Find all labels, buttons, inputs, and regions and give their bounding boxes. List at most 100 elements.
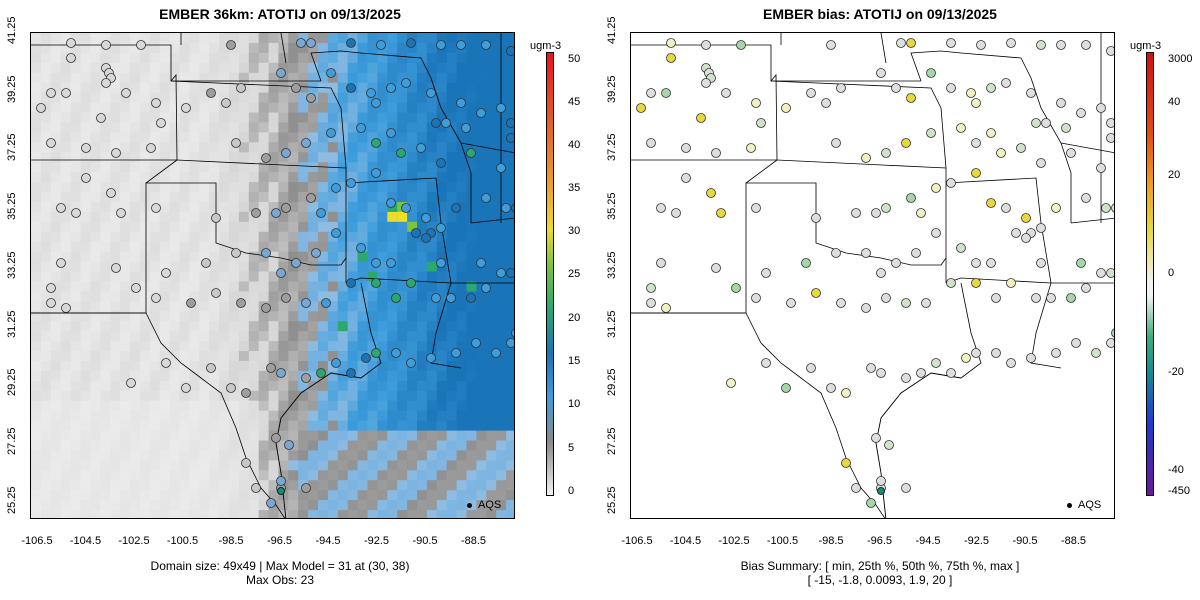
heatmap-cell bbox=[357, 82, 368, 94]
heatmap-cell bbox=[486, 370, 497, 382]
heatmap-cell bbox=[199, 291, 210, 302]
monitor-site bbox=[331, 183, 341, 193]
heatmap-cell bbox=[258, 241, 270, 253]
heatmap-cell bbox=[50, 112, 62, 123]
heatmap-cell bbox=[219, 33, 230, 44]
heatmap-cell bbox=[90, 351, 101, 362]
heatmap-cell bbox=[486, 192, 497, 203]
heatmap-cell bbox=[367, 380, 378, 392]
heatmap-cell bbox=[199, 510, 210, 518]
heatmap-cell bbox=[80, 42, 91, 54]
heatmap-cell bbox=[278, 331, 289, 342]
heatmap-cell bbox=[486, 261, 497, 272]
heatmap-cell bbox=[209, 152, 220, 163]
heatmap-cell bbox=[31, 480, 42, 491]
heatmap-cell bbox=[120, 102, 131, 113]
heatmap-cell bbox=[219, 370, 230, 382]
monitor-site bbox=[656, 258, 666, 268]
heatmap-cell bbox=[417, 351, 428, 362]
heatmap-cell bbox=[80, 202, 91, 213]
heatmap-cell bbox=[40, 281, 52, 292]
heatmap-cell bbox=[268, 390, 279, 402]
heatmap-cell bbox=[308, 361, 319, 372]
heatmap-cell bbox=[149, 500, 161, 511]
heatmap-cell bbox=[337, 142, 349, 153]
heatmap-cell bbox=[456, 420, 467, 431]
heatmap-cell bbox=[417, 221, 428, 233]
heatmap-cell bbox=[357, 480, 368, 491]
heatmap-cell bbox=[436, 341, 448, 352]
heatmap-cell bbox=[298, 192, 309, 203]
heatmap-cell bbox=[397, 182, 408, 193]
heatmap-cell bbox=[417, 311, 428, 322]
heatmap-cell bbox=[407, 500, 418, 511]
heatmap-cell bbox=[377, 72, 388, 84]
heatmap-cell bbox=[357, 72, 368, 84]
heatmap-cell bbox=[357, 132, 368, 143]
monitor-site bbox=[1006, 358, 1016, 368]
heatmap-cell bbox=[199, 380, 210, 392]
monitor-site bbox=[81, 173, 91, 183]
heatmap-cell bbox=[179, 450, 190, 461]
heatmap-cell bbox=[199, 351, 210, 362]
heatmap-cell bbox=[219, 410, 230, 422]
heatmap-cell bbox=[337, 62, 349, 74]
heatmap-cell bbox=[357, 370, 368, 382]
heatmap-cell bbox=[139, 480, 151, 491]
monitor-site bbox=[956, 243, 966, 253]
heatmap-cell bbox=[486, 351, 497, 362]
monitor-site bbox=[751, 293, 761, 303]
heatmap-cell bbox=[387, 182, 398, 193]
heatmap-cell bbox=[426, 400, 438, 412]
heatmap-cell bbox=[456, 430, 467, 441]
heatmap-cell bbox=[80, 380, 91, 392]
monitor-site bbox=[226, 40, 236, 50]
heatmap-cell bbox=[456, 221, 467, 233]
heatmap-cell bbox=[60, 142, 72, 153]
monitor-site bbox=[1066, 148, 1076, 158]
heatmap-cell bbox=[496, 62, 507, 74]
heatmap-cell bbox=[506, 182, 514, 193]
heatmap-cell bbox=[387, 142, 398, 153]
heatmap-cell bbox=[377, 33, 388, 44]
heatmap-cell bbox=[407, 470, 418, 481]
right-footer-line1: Bias Summary: [ min, 25th %, 50th %, 75t… bbox=[740, 559, 1020, 573]
heatmap-cell bbox=[90, 480, 101, 491]
heatmap-cell bbox=[31, 291, 42, 302]
heatmap-cell bbox=[258, 271, 270, 282]
heatmap-cell bbox=[426, 182, 438, 193]
heatmap-cell bbox=[149, 331, 161, 342]
monitor-site bbox=[406, 278, 416, 288]
heatmap-cell bbox=[456, 92, 467, 103]
heatmap-cell bbox=[436, 172, 448, 183]
heatmap-cell bbox=[466, 341, 477, 352]
heatmap-cell bbox=[50, 291, 62, 302]
heatmap-cell bbox=[357, 361, 368, 372]
heatmap-cell bbox=[387, 400, 398, 412]
heatmap-cell bbox=[189, 490, 200, 501]
monitor-site bbox=[781, 103, 791, 113]
monitor-site bbox=[81, 143, 91, 153]
heatmap-cell bbox=[387, 490, 398, 501]
monitor-site bbox=[731, 283, 741, 293]
heatmap-cell bbox=[327, 321, 339, 332]
heatmap-cell bbox=[219, 420, 230, 431]
heatmap-cell bbox=[248, 33, 260, 44]
heatmap-cell bbox=[417, 460, 428, 471]
y-tick-label: 35.25 bbox=[6, 192, 18, 221]
heatmap-cell bbox=[70, 341, 81, 352]
heatmap-cell bbox=[90, 182, 101, 193]
heatmap-cell bbox=[50, 202, 62, 213]
heatmap-cell bbox=[238, 380, 250, 392]
heatmap-cell bbox=[387, 152, 398, 163]
heatmap-cell bbox=[318, 241, 329, 253]
heatmap-cell bbox=[229, 271, 240, 282]
heatmap-cell bbox=[486, 251, 497, 263]
monitor-site bbox=[1076, 108, 1086, 118]
heatmap-cell bbox=[337, 112, 349, 123]
heatmap-cell bbox=[496, 301, 507, 312]
heatmap-cell bbox=[318, 102, 329, 113]
heatmap-cell bbox=[159, 102, 171, 113]
monitor-site bbox=[971, 98, 981, 108]
monitor-site bbox=[366, 88, 376, 98]
